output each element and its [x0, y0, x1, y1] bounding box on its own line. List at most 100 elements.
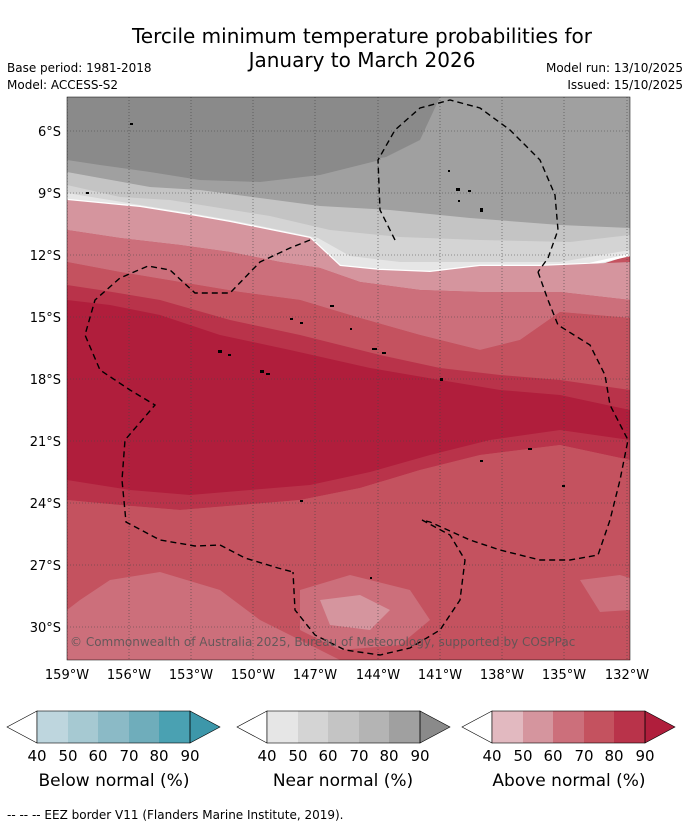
lon-label: 141°W	[418, 668, 462, 683]
colorbar-outline	[36, 710, 191, 744]
colorbar-swatch	[68, 711, 98, 743]
island	[480, 208, 483, 212]
eez-footnote: -- -- -- EEZ border V11 (Flanders Marine…	[7, 808, 344, 822]
lat-label: 9°S	[38, 187, 61, 202]
island	[330, 305, 334, 307]
colorbar-swatch	[98, 711, 129, 743]
colorbar-tick: 80	[149, 747, 168, 765]
island	[350, 328, 352, 330]
above-normal-70-band	[67, 262, 630, 390]
gridlines	[67, 97, 630, 660]
colorbar-above-normal: 40 50 60 70 80 90	[461, 710, 676, 765]
colorbar-swatch	[298, 711, 328, 743]
model-run: Model run: 13/10/2025	[545, 61, 683, 75]
colorbar-label-above: Above normal (%)	[492, 771, 646, 791]
colorbar-tick: 90	[635, 747, 654, 765]
island	[382, 352, 386, 354]
lat-label: 21°S	[30, 435, 61, 450]
eez-border-french-polynesia	[292, 271, 629, 656]
base-period: Base period: 1981-2018	[7, 61, 152, 75]
island	[228, 354, 231, 356]
colorbar-tick: 90	[180, 747, 199, 765]
eez-border-marquesas	[377, 99, 559, 273]
eez-border-cook-islands	[84, 239, 311, 573]
colorbar-swatch	[614, 711, 645, 743]
colorbar-tick: 60	[318, 747, 337, 765]
colorbar-ticks: 40 50 60 70 80 90	[482, 747, 654, 765]
lon-label: 144°W	[356, 668, 400, 683]
latitude-labels: 6°S 9°S 12°S 15°S 18°S 21°S 24°S 27°S 30…	[30, 125, 61, 636]
colorbar-label-below: Below normal (%)	[38, 771, 190, 791]
island	[562, 485, 565, 487]
colorbar-swatch	[129, 711, 159, 743]
issued-date: Issued: 15/10/2025	[567, 78, 683, 92]
near-normal-80-region	[67, 97, 440, 182]
title-line-2: January to March 2026	[248, 48, 476, 72]
island	[266, 373, 270, 375]
lon-label: 138°W	[480, 668, 524, 683]
colorbar-tick: 70	[349, 747, 368, 765]
above-normal-60-east-patch	[580, 575, 630, 612]
lon-label: 159°W	[45, 668, 89, 683]
colorbar-tick: 40	[482, 747, 501, 765]
colorbar-swatch	[37, 711, 68, 743]
island	[458, 200, 460, 202]
island	[440, 378, 443, 381]
lon-label: 150°W	[231, 668, 275, 683]
colorbar-tick: 60	[543, 747, 562, 765]
lat-label: 12°S	[30, 249, 61, 264]
island	[300, 322, 303, 324]
colorbar-swatch	[584, 711, 614, 743]
colorbar-swatch	[492, 711, 523, 743]
colorbar-tick: 90	[410, 747, 429, 765]
colorbar-swatch	[267, 711, 298, 743]
title-line-1: Tercile minimum temperature probabilitie…	[131, 24, 593, 48]
colorbar-below-normal: 40 50 60 70 80 90	[6, 710, 221, 765]
island	[528, 448, 532, 450]
island	[290, 318, 293, 320]
above-normal-50-south-patch	[320, 595, 390, 630]
meta-right: Model run: 13/10/2025 Issued: 15/10/2025	[546, 60, 683, 94]
colorbar-low-extend	[236, 710, 268, 744]
island	[468, 190, 471, 192]
colorbar-swatch	[159, 711, 190, 743]
colorbar-tick: 40	[257, 747, 276, 765]
colorbar-ticks: 40 50 60 70 80 90	[257, 747, 429, 765]
island	[218, 350, 222, 353]
copyright-notice: © Commonwealth of Australia 2025, Bureau…	[70, 635, 575, 649]
colorbar-swatch	[553, 711, 584, 743]
island	[456, 188, 460, 191]
colorbar-tick: 80	[379, 747, 398, 765]
longitude-labels: 159°W 156°W 153°W 150°W 147°W 144°W 141°…	[45, 668, 649, 683]
colorbar-tick: 70	[574, 747, 593, 765]
island	[260, 370, 264, 373]
lon-label: 156°W	[107, 668, 151, 683]
colorbar-low-extend	[461, 710, 493, 744]
colorbar-label-near: Near normal (%)	[272, 771, 414, 791]
lon-label: 135°W	[542, 668, 586, 683]
meta-left: Base period: 1981-2018 Model: ACCESS-S2	[7, 60, 152, 94]
lon-label: 147°W	[293, 668, 337, 683]
lon-label: 153°W	[169, 668, 213, 683]
island	[300, 500, 303, 502]
map-title: Tercile minimum temperature probabilitie…	[0, 24, 690, 72]
model-name: Model: ACCESS-S2	[7, 78, 119, 92]
colorbar-near-normal: 40 50 60 70 80 90	[236, 710, 451, 765]
colorbar-outline	[491, 710, 646, 744]
colorbar-high-extend	[644, 710, 676, 744]
above-normal-60-lower-region	[67, 572, 340, 660]
island	[130, 123, 133, 125]
colorbar-tick: 70	[119, 747, 138, 765]
map-frame	[66, 96, 631, 661]
colorbar-swatch	[359, 711, 389, 743]
lat-label: 15°S	[30, 311, 61, 326]
island	[480, 460, 483, 462]
colorbar-tick: 60	[88, 747, 107, 765]
lat-label: 6°S	[38, 125, 61, 140]
islands	[86, 123, 565, 579]
island	[370, 577, 372, 579]
colorbar-high-extend	[419, 710, 451, 744]
colorbar-swatch	[389, 711, 420, 743]
colorbar-swatch	[328, 711, 359, 743]
above-normal-50-region	[67, 200, 630, 300]
